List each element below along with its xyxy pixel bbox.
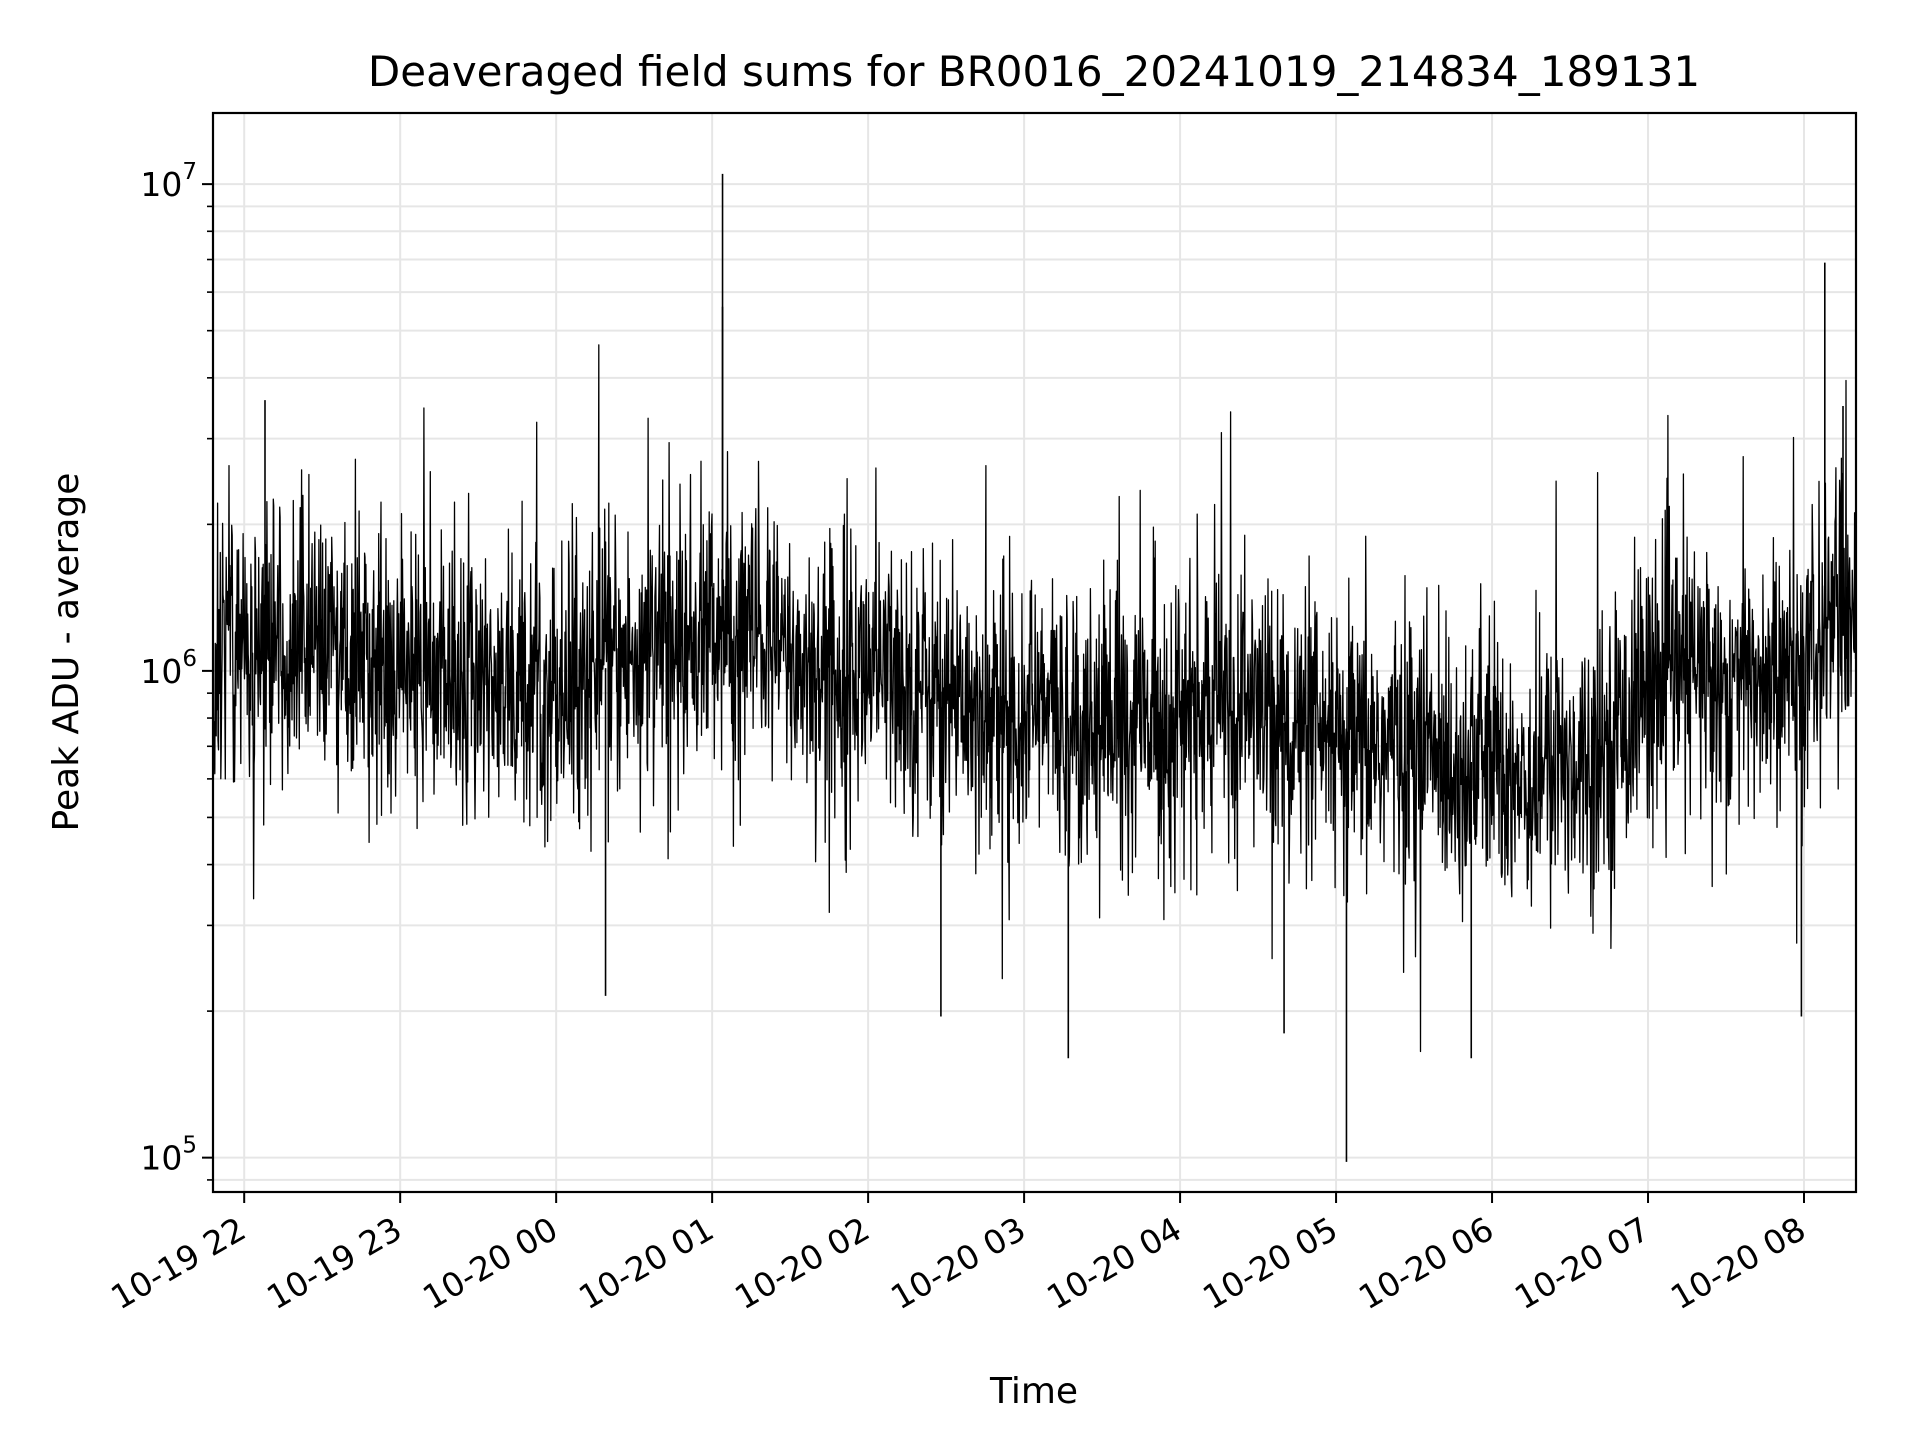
y-tick-label: 105 [140, 1133, 197, 1178]
series-line [212, 344, 1857, 1053]
x-axis-label: Time [989, 1371, 1078, 1412]
y-tick-label: 107 [140, 159, 197, 204]
y-axis-label: Peak ADU - average [46, 473, 87, 832]
y-tick-label: 106 [140, 646, 197, 691]
chart-title: Deaveraged field sums for BR0016_2024101… [368, 47, 1700, 96]
plot-frame [211, 111, 1858, 1194]
data-layer [212, 173, 1857, 1162]
